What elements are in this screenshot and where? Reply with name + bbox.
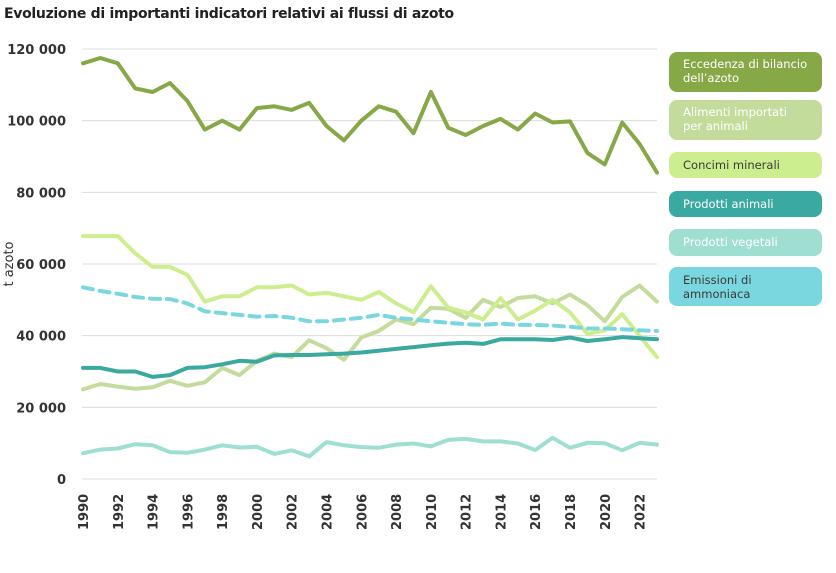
y-tick-label: 60 000 bbox=[16, 258, 66, 273]
series-line-1 bbox=[81, 283, 659, 392]
x-tick-label: 2020 bbox=[599, 494, 614, 530]
legend-item[interactable]: Prodotti vegetali bbox=[669, 229, 822, 256]
x-tick-label: 2002 bbox=[286, 494, 301, 530]
x-tick-label: 2014 bbox=[494, 494, 509, 530]
y-tick-label: 0 bbox=[57, 473, 66, 488]
x-tick-label: 2006 bbox=[355, 494, 370, 530]
series-line-2 bbox=[81, 234, 659, 360]
x-tick-label: 2016 bbox=[529, 494, 544, 530]
x-tick-label: 2018 bbox=[564, 494, 579, 530]
x-tick-label: 1998 bbox=[216, 494, 231, 530]
y-tick-label: 20 000 bbox=[16, 401, 66, 416]
chart-title: Evoluzione di importanti indicatori rela… bbox=[4, 6, 454, 22]
x-tick-label: 1990 bbox=[77, 494, 92, 530]
x-tick-label: 2022 bbox=[634, 494, 649, 530]
x-tick-label: 1992 bbox=[112, 494, 127, 530]
x-tick-label: 2004 bbox=[321, 494, 336, 530]
legend-item[interactable]: Concimi minerali bbox=[669, 152, 822, 178]
legend-item[interactable]: Alimenti importati per animali bbox=[669, 100, 822, 140]
y-axis-label: t azoto bbox=[2, 241, 17, 286]
legend-item[interactable]: Eccedenza di bilancio dell’azoto bbox=[669, 52, 822, 92]
y-tick-label: 120 000 bbox=[7, 43, 66, 58]
legend-item[interactable]: Prodotti animali bbox=[669, 191, 822, 217]
y-tick-label: 40 000 bbox=[16, 330, 66, 345]
y-tick-label: 80 000 bbox=[16, 186, 66, 201]
series-line-5 bbox=[81, 285, 659, 333]
x-tick-label: 2008 bbox=[390, 494, 405, 530]
legend-item[interactable]: Emissioni di ammoniaca bbox=[669, 267, 822, 306]
x-tick-label: 2012 bbox=[460, 494, 475, 530]
x-tick-label: 1996 bbox=[181, 494, 196, 530]
series-line-4 bbox=[81, 435, 659, 459]
x-tick-label: 2010 bbox=[425, 494, 440, 530]
x-tick-label: 1994 bbox=[147, 494, 162, 530]
series-line-3 bbox=[81, 335, 659, 379]
y-tick-label: 100 000 bbox=[7, 115, 66, 130]
series-line-0 bbox=[81, 56, 659, 175]
x-tick-label: 2000 bbox=[251, 494, 266, 530]
